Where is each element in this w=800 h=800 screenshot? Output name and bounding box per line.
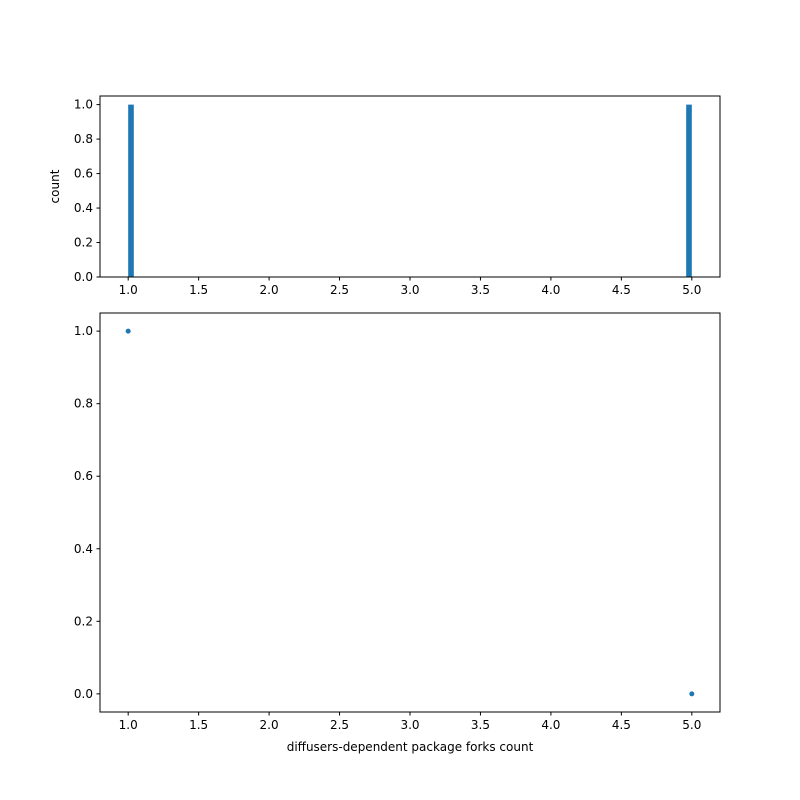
x-tick-label: 4.5 — [612, 718, 631, 732]
y-tick-label: 0.4 — [74, 542, 93, 556]
x-tick-label: 5.0 — [682, 718, 701, 732]
x-tick-label: 2.5 — [330, 718, 349, 732]
y-tick-label: 0.2 — [74, 236, 93, 250]
y-tick-label: 0.8 — [74, 397, 93, 411]
y-tick-label: 0.6 — [74, 469, 93, 483]
histogram-bar — [128, 104, 134, 277]
y-tick-label: 0.0 — [74, 270, 93, 284]
axes-frame — [99, 312, 721, 713]
x-tick-label: 4.5 — [612, 283, 631, 297]
y-tick-label: 1.0 — [74, 98, 93, 112]
x-tick-label: 2.0 — [260, 718, 279, 732]
scatter-point — [689, 691, 695, 697]
y-tick-label: 0.8 — [74, 132, 93, 146]
scatter-axes: 1.0 1.5 2.0 2.5 3.0 3.5 4.0 4.5 5.0 0.0 0.2 0.4 0.6 0… — [74, 312, 721, 754]
axes-frame — [99, 95, 721, 278]
x-tick-label: 5.0 — [682, 283, 701, 297]
y-tick-label: 0.6 — [74, 167, 93, 181]
x-tick-label: 3.5 — [471, 283, 490, 297]
x-axis-label: diffusers-dependent package forks count — [287, 740, 534, 754]
x-tick-label: 3.0 — [400, 283, 419, 297]
histogram-axes: 1.0 1.5 2.0 2.5 3.0 3.5 4.0 4.5 5.0 0.0 0.2 0.4 0.6 0… — [48, 95, 721, 297]
x-tick-label: 3.5 — [471, 718, 490, 732]
x-tick-label: 2.5 — [330, 283, 349, 297]
x-tick-label: 1.5 — [189, 283, 208, 297]
y-tick-label: 1.0 — [74, 324, 93, 338]
x-tick-label: 4.0 — [541, 283, 560, 297]
scatter-point — [125, 328, 131, 334]
y-tick-label: 0.2 — [74, 614, 93, 628]
y-axis-label: count — [48, 169, 62, 203]
x-tick-label: 2.0 — [260, 283, 279, 297]
histogram-bar — [686, 104, 692, 277]
y-tick-label: 0.4 — [74, 201, 93, 215]
x-tick-label: 1.0 — [119, 718, 138, 732]
y-tick-label: 0.0 — [74, 687, 93, 701]
x-tick-label: 3.0 — [400, 718, 419, 732]
x-tick-label: 1.5 — [189, 718, 208, 732]
x-tick-label: 4.0 — [541, 718, 560, 732]
x-tick-label: 1.0 — [119, 283, 138, 297]
